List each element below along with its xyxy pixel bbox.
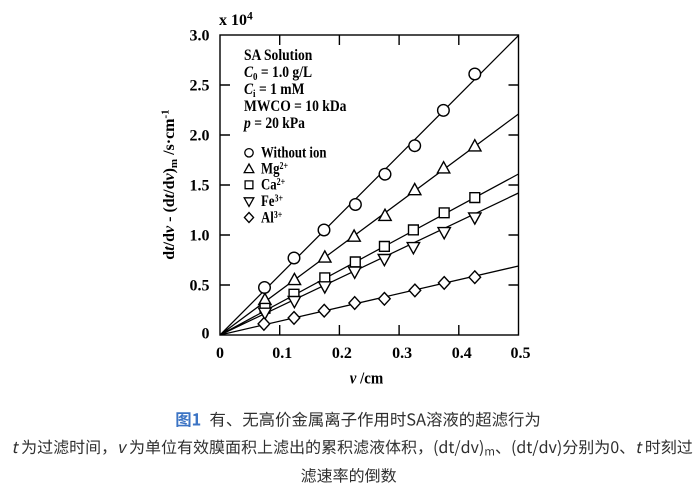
svg-text:0.5: 0.5 <box>190 277 210 294</box>
svg-text:C0 = 1.0 g/L: C0 = 1.0 g/L <box>244 64 312 83</box>
svg-text:2.0: 2.0 <box>190 127 210 144</box>
svg-text:2.5: 2.5 <box>190 77 210 94</box>
svg-text:0.2: 0.2 <box>332 345 352 362</box>
svg-text:p = 20 kPa: p = 20 kPa <box>242 115 305 132</box>
svg-text:0: 0 <box>216 345 224 362</box>
svg-text:1.0: 1.0 <box>190 227 210 244</box>
svg-text:MWCO = 10 kDa: MWCO = 10 kDa <box>244 98 347 115</box>
svg-text:SA Solution: SA Solution <box>244 47 313 64</box>
svg-text:Ca2+: Ca2+ <box>261 176 285 194</box>
svg-text:Fe3+: Fe3+ <box>261 193 283 211</box>
svg-text:3.0: 3.0 <box>190 27 210 44</box>
svg-text:x 104: x 104 <box>219 11 253 29</box>
svg-text:Without ion: Without ion <box>261 144 326 162</box>
svg-text:0: 0 <box>202 325 210 342</box>
svg-text:dt/dv - (dt/dv)m /s·cm-1: dt/dv - (dt/dv)m /s·cm-1 <box>160 109 181 259</box>
svg-text:0.4: 0.4 <box>452 345 472 362</box>
svg-text:Al3+: Al3+ <box>261 209 282 227</box>
svg-text:0.5: 0.5 <box>511 345 531 362</box>
svg-text:0.1: 0.1 <box>272 345 292 362</box>
svg-text:1.5: 1.5 <box>190 177 210 194</box>
svg-text:Ci = 1 mM: Ci = 1 mM <box>244 81 304 100</box>
svg-text:0.3: 0.3 <box>392 345 412 362</box>
svg-text:v /cm: v /cm <box>350 370 383 388</box>
